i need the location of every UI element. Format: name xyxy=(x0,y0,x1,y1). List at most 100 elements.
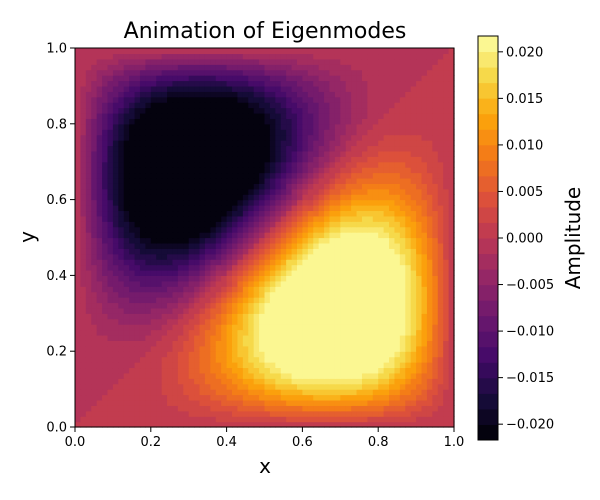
heatmap-cell xyxy=(361,383,368,390)
heatmap-cell xyxy=(437,372,444,379)
heatmap-cell xyxy=(85,140,92,147)
heatmap-cell xyxy=(416,123,423,130)
heatmap-cell xyxy=(275,167,282,174)
heatmap-cell xyxy=(253,237,260,244)
heatmap-cell xyxy=(426,313,433,320)
heatmap-cell xyxy=(356,248,363,255)
heatmap-cell xyxy=(394,237,401,244)
heatmap-cell xyxy=(145,172,152,179)
heatmap-cell xyxy=(318,145,325,152)
heatmap-cell xyxy=(307,226,314,233)
heatmap-cell xyxy=(361,351,368,358)
heatmap-cell xyxy=(139,226,146,233)
heatmap-cell xyxy=(394,389,401,396)
heatmap-cell xyxy=(183,269,190,276)
heatmap-cell xyxy=(118,280,125,287)
heatmap-cell xyxy=(340,123,347,130)
heatmap-cell xyxy=(372,140,379,147)
heatmap-cell xyxy=(145,291,152,298)
heatmap-cell xyxy=(221,145,228,152)
heatmap-cell xyxy=(210,280,217,287)
heatmap-cell xyxy=(253,253,260,260)
colorbar-band xyxy=(478,362,498,379)
heatmap-cell xyxy=(248,345,255,352)
heatmap-cell xyxy=(221,286,228,293)
heatmap-cell xyxy=(437,389,444,396)
heatmap-cell xyxy=(75,275,82,282)
heatmap-cell xyxy=(443,280,450,287)
heatmap-cell xyxy=(172,85,179,92)
heatmap-cell xyxy=(361,140,368,147)
heatmap-cell xyxy=(448,199,455,206)
heatmap-cell xyxy=(351,199,358,206)
heatmap-cell xyxy=(329,275,336,282)
heatmap-cell xyxy=(399,286,406,293)
heatmap-cell xyxy=(75,394,82,401)
heatmap-cell xyxy=(107,232,114,239)
heatmap-cell xyxy=(264,112,271,119)
heatmap-cell xyxy=(134,102,141,109)
heatmap-cell xyxy=(405,237,412,244)
heatmap-cell xyxy=(286,145,293,152)
heatmap-cell xyxy=(324,324,331,331)
heatmap-cell xyxy=(167,69,174,76)
heatmap-cell xyxy=(405,226,412,233)
heatmap-cell xyxy=(242,383,249,390)
heatmap-cell xyxy=(172,215,179,222)
heatmap-cell xyxy=(416,405,423,412)
heatmap-cell xyxy=(356,405,363,412)
heatmap-cell xyxy=(356,58,363,65)
heatmap-cell xyxy=(96,80,103,87)
heatmap-cell xyxy=(416,134,423,141)
heatmap-cell xyxy=(275,215,282,222)
heatmap-cell xyxy=(394,140,401,147)
heatmap-cell xyxy=(394,307,401,314)
heatmap-cell xyxy=(372,118,379,125)
heatmap-cell xyxy=(432,378,439,385)
heatmap-cell xyxy=(426,123,433,130)
heatmap-cell xyxy=(145,345,152,352)
heatmap-cell xyxy=(112,210,119,217)
heatmap-cell xyxy=(421,53,428,60)
heatmap-cell xyxy=(345,362,352,369)
heatmap-cell xyxy=(199,167,206,174)
heatmap-cell xyxy=(405,297,412,304)
heatmap-cell xyxy=(383,280,390,287)
heatmap-cell xyxy=(248,172,255,179)
heatmap-cell xyxy=(188,48,195,55)
heatmap-cell xyxy=(345,280,352,287)
heatmap-cell xyxy=(378,356,385,363)
heatmap-cell xyxy=(367,215,374,222)
colorbar-band xyxy=(478,222,498,239)
heatmap-cell xyxy=(199,221,206,228)
heatmap-cell xyxy=(232,232,239,239)
heatmap-cell xyxy=(443,405,450,412)
heatmap-cell xyxy=(421,205,428,212)
heatmap-cell xyxy=(188,356,195,363)
heatmap-cell xyxy=(437,367,444,374)
heatmap-cell xyxy=(237,362,244,369)
heatmap-cell xyxy=(215,232,222,239)
heatmap-cell xyxy=(226,291,233,298)
heatmap-cell xyxy=(75,64,82,71)
heatmap-cell xyxy=(296,242,303,249)
heatmap-cell xyxy=(183,378,190,385)
heatmap-cell xyxy=(75,351,82,358)
heatmap-cell xyxy=(313,280,320,287)
heatmap-cell xyxy=(426,275,433,282)
heatmap-cell xyxy=(448,172,455,179)
heatmap-cell xyxy=(324,85,331,92)
heatmap-cell xyxy=(107,123,114,130)
heatmap-cell xyxy=(237,64,244,71)
heatmap-cell xyxy=(123,302,130,309)
heatmap-cell xyxy=(112,161,119,168)
heatmap-cell xyxy=(426,102,433,109)
heatmap-cell xyxy=(291,356,298,363)
heatmap-cell xyxy=(351,378,358,385)
heatmap-cell xyxy=(237,389,244,396)
heatmap-cell xyxy=(269,194,276,201)
heatmap-cell xyxy=(291,85,298,92)
heatmap-cell xyxy=(85,48,92,55)
heatmap-cell xyxy=(210,183,217,190)
heatmap-cell xyxy=(134,96,141,103)
